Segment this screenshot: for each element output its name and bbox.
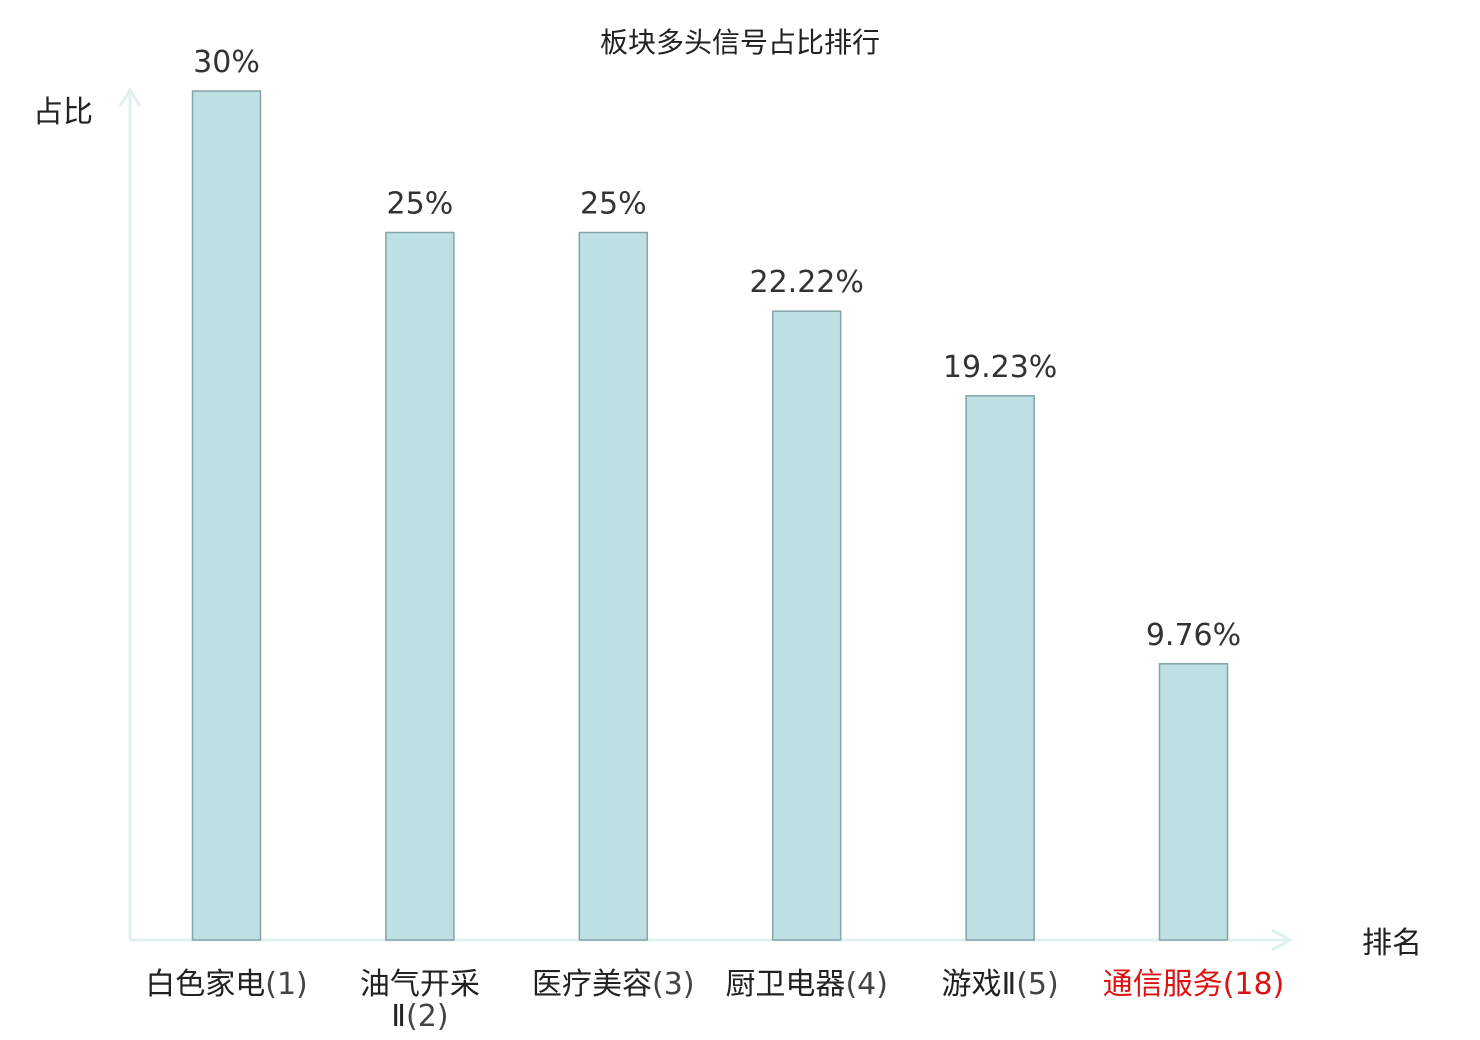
y-axis-arrow [118, 87, 142, 107]
bar [191, 90, 262, 941]
y-axis-label: 占比 [33, 95, 93, 130]
bar-value-label: 25% [580, 187, 647, 222]
category-tick-label-line2: Ⅱ(2) [391, 999, 448, 1034]
bars [191, 90, 1229, 941]
chart-title: 板块多头信号占比排行 [600, 26, 880, 59]
category-tick-label: 医疗美容(3) [532, 967, 695, 1002]
bar [965, 395, 1035, 941]
category-tick-label: 厨卫电器(4) [725, 967, 888, 1002]
bar [385, 231, 455, 941]
bar-value-label: 30% [193, 45, 260, 80]
bar [1158, 663, 1229, 941]
category-tick-label: 通信服务(18) [1103, 967, 1285, 1002]
category-tick-label: 白色家电(1) [145, 967, 308, 1002]
bar [771, 310, 842, 941]
x-axis-arrow [1271, 928, 1294, 952]
bar-value-label: 22.22% [750, 265, 864, 300]
category-tick-label: 游戏Ⅱ(5) [941, 967, 1058, 1002]
bar-value-label: 19.23% [943, 350, 1057, 385]
axes [118, 87, 1294, 952]
bar [578, 231, 649, 941]
value-labels: 30% 25% 25% 22.22% 19.23% 9.76% [193, 45, 1241, 653]
category-tick-label: 油气开采 [360, 967, 480, 1002]
x-axis-label: 排名 [1362, 926, 1422, 961]
bar-value-label: 9.76% [1146, 618, 1241, 653]
bar-value-label: 25% [387, 187, 454, 222]
